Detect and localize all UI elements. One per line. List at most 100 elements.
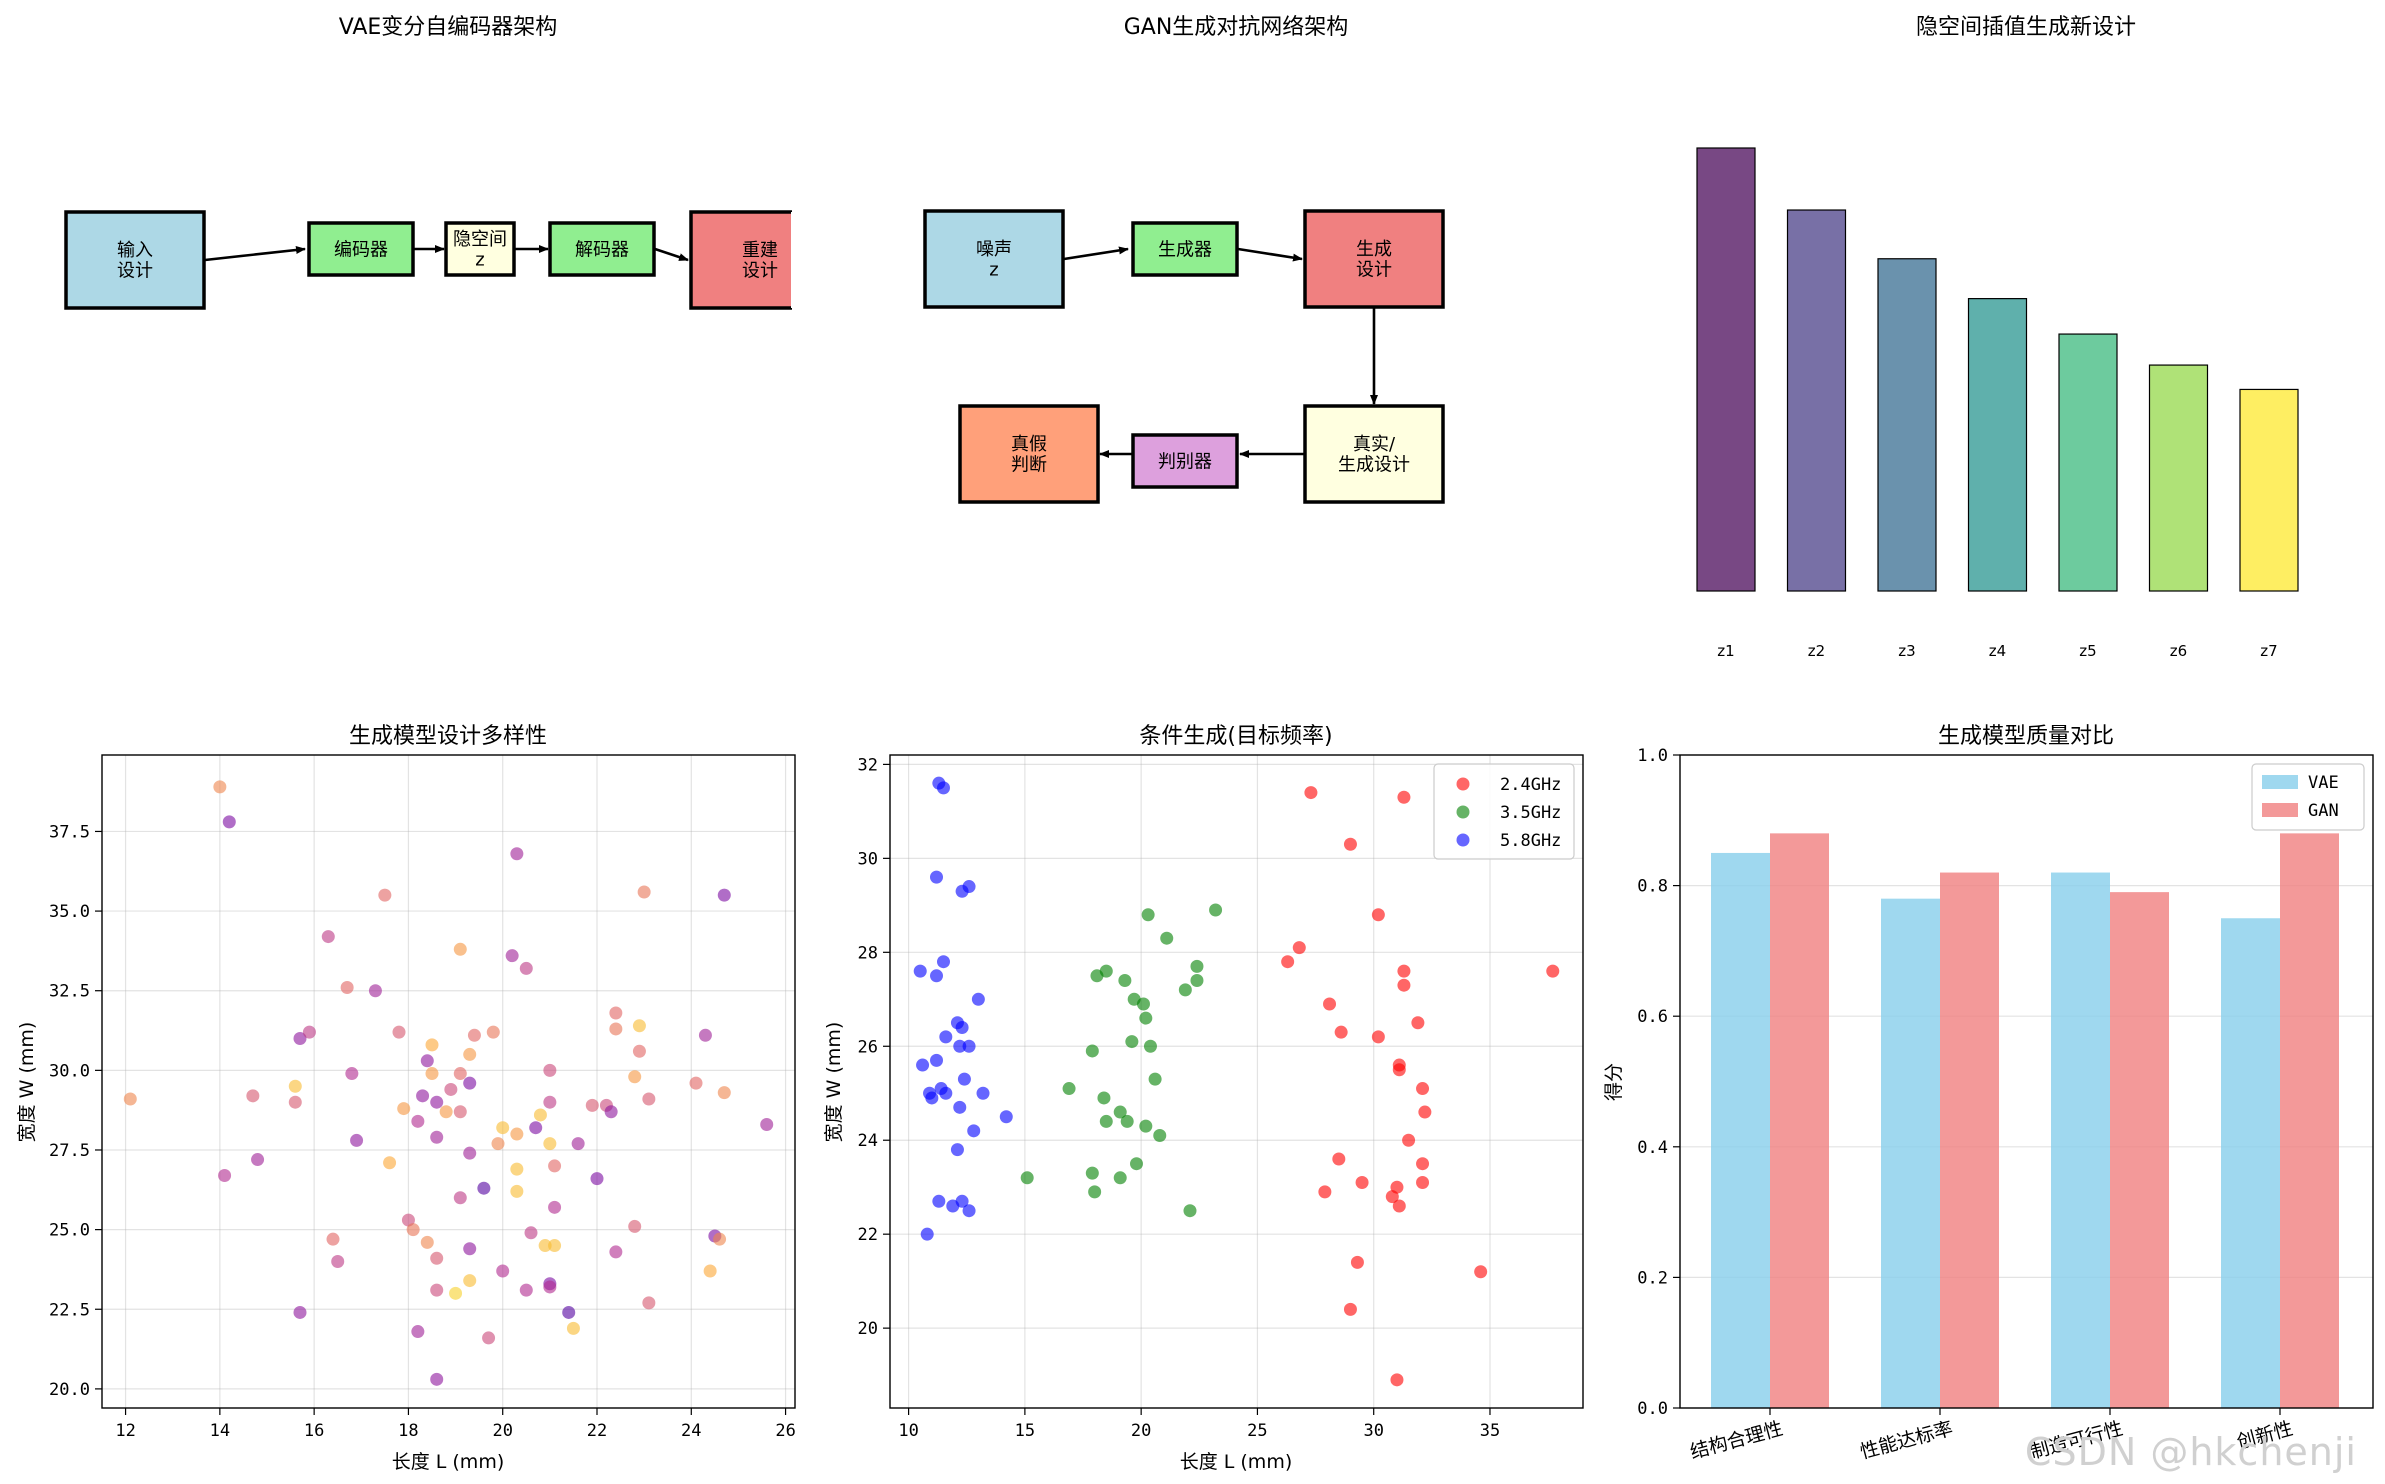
diversity-point bbox=[246, 1089, 260, 1103]
diversity-point bbox=[496, 1264, 510, 1278]
gan-judge-box-label: 真假判断 bbox=[1011, 434, 1047, 476]
conditional-xlabel: 长度 L (mm) bbox=[1180, 1451, 1293, 1473]
diversity-point bbox=[496, 1121, 510, 1135]
gan-generated-box-label: 生成设计 bbox=[1356, 239, 1392, 281]
diversity-xtick-label: 14 bbox=[210, 1421, 230, 1441]
diversity-point bbox=[760, 1118, 774, 1132]
diversity-point bbox=[453, 1191, 467, 1205]
vae-decoder-box-label: 解码器 bbox=[575, 239, 629, 260]
conditional-point-2.4GHz bbox=[1397, 978, 1411, 992]
diversity-xtick-label: 12 bbox=[115, 1421, 135, 1441]
vae-encoder-box-label: 编码器 bbox=[334, 239, 388, 260]
quality-category-label: 性能达标率 bbox=[1858, 1418, 1955, 1464]
conditional-point-5.8GHz bbox=[953, 1100, 967, 1114]
watermark: CSDN @hkchenji bbox=[2024, 1430, 2357, 1474]
conditional-point-5.8GHz bbox=[957, 1072, 971, 1086]
conditional-point-5.8GHz bbox=[916, 1058, 930, 1072]
diversity-point bbox=[321, 930, 335, 944]
conditional-point-3.5GHz bbox=[1139, 1119, 1153, 1133]
diversity-point bbox=[510, 1184, 524, 1198]
quality-legend-label: VAE bbox=[2308, 773, 2339, 793]
diversity-xtick-label: 22 bbox=[587, 1421, 607, 1441]
quality-bar-VAE bbox=[1711, 852, 1770, 1408]
diversity-point bbox=[529, 1121, 543, 1135]
gan-noise-box-label: 噪声 z bbox=[976, 239, 1012, 281]
conditional-point-2.4GHz bbox=[1304, 786, 1318, 800]
conditional-point-2.4GHz bbox=[1392, 1199, 1406, 1213]
conditional-legend-label: 3.5GHz bbox=[1500, 803, 1561, 823]
latent-bar-z2 bbox=[1786, 209, 1847, 592]
conditional-point-2.4GHz bbox=[1411, 1016, 1425, 1030]
conditional-xtick-label: 15 bbox=[1015, 1421, 1035, 1441]
diversity-point bbox=[425, 1038, 439, 1052]
conditional-legend-marker bbox=[1456, 833, 1470, 847]
diversity-point bbox=[444, 1082, 458, 1096]
conditional-point-5.8GHz bbox=[930, 969, 944, 983]
conditional-point-5.8GHz bbox=[939, 1086, 953, 1100]
diversity-chart: 生成模型设计多样性 12 14 16 18 20 22 24 26 20.0 22.5 25.0 27… bbox=[16, 724, 796, 1473]
diversity-ytick-label: 32.5 bbox=[49, 982, 90, 1002]
diversity-xtick-label: 16 bbox=[304, 1421, 324, 1441]
quality-bar-GAN bbox=[1770, 833, 1829, 1408]
conditional-ytick-label: 32 bbox=[858, 755, 878, 775]
vae-input-box bbox=[64, 210, 206, 310]
conditional-ytick-label: 22 bbox=[858, 1225, 878, 1245]
vae-latent-box bbox=[444, 221, 516, 277]
quality-bar-GAN bbox=[1940, 872, 1999, 1408]
conditional-point-5.8GHz bbox=[950, 1143, 964, 1157]
conditional-point-3.5GHz bbox=[1113, 1105, 1127, 1119]
latent-label-z5: z5 bbox=[2079, 642, 2096, 660]
diversity-point bbox=[628, 1070, 642, 1084]
conditional-xtick-label: 25 bbox=[1247, 1421, 1267, 1441]
conditional-point-3.5GHz bbox=[1136, 997, 1150, 1011]
diversity-point bbox=[331, 1254, 345, 1268]
latent-bars: z1 z2 z3 z4 z5 z6 z7 bbox=[1696, 147, 2299, 660]
conditional-point-3.5GHz bbox=[1130, 1157, 1144, 1171]
latent-panel: 隐空间插值生成新设计 z1 z2 z3 z4 z5 z6 z7 bbox=[1696, 15, 2299, 660]
diversity-point bbox=[548, 1159, 562, 1173]
diversity-point bbox=[538, 1239, 552, 1253]
diversity-point bbox=[392, 1025, 406, 1039]
conditional-point-3.5GHz bbox=[1183, 1204, 1197, 1218]
diversity-point bbox=[453, 1105, 467, 1119]
conditional-point-3.5GHz bbox=[1088, 1185, 1102, 1199]
latent-bar-z3 bbox=[1877, 258, 1937, 592]
conditional-ytick-label: 28 bbox=[858, 943, 878, 963]
diversity-point bbox=[222, 815, 236, 829]
diversity-point bbox=[293, 1031, 307, 1045]
vae-input-box-label: 输入设计 bbox=[117, 240, 153, 282]
conditional-xtick-label: 30 bbox=[1363, 1421, 1383, 1441]
diversity-xlabel: 长度 L (mm) bbox=[392, 1451, 505, 1473]
conditional-point-2.4GHz bbox=[1392, 1063, 1406, 1077]
diversity-xtick-label: 26 bbox=[775, 1421, 795, 1441]
conditional-xtick-label: 10 bbox=[898, 1421, 918, 1441]
vae-panel: VAE变分自编码器架构 输入设计 编码器 隐空间 z 解码器 重建设计 bbox=[64, 15, 852, 335]
vae-latent-box-label: 隐空间 z bbox=[453, 229, 507, 271]
diversity-point bbox=[585, 1098, 599, 1112]
conditional-point-3.5GHz bbox=[1160, 931, 1174, 945]
latent-label-z3: z3 bbox=[1898, 642, 1915, 660]
conditional-point-5.8GHz bbox=[920, 1227, 934, 1241]
conditional-plot: 10 15 20 25 30 35 20 22 24 26 28 30 32 2.4GHz 3.5GHz 5.… bbox=[858, 754, 1584, 1441]
conditional-point-2.4GHz bbox=[1474, 1265, 1488, 1279]
latent-bar-z4 bbox=[1967, 298, 2028, 592]
conditional-point-2.4GHz bbox=[1416, 1082, 1430, 1096]
conditional-point-5.8GHz bbox=[955, 884, 969, 898]
diversity-point bbox=[717, 888, 731, 902]
diversity-point bbox=[609, 1006, 623, 1020]
diversity-point bbox=[713, 1232, 727, 1246]
diversity-point bbox=[425, 1067, 439, 1081]
quality-ylabel: 得分 bbox=[1603, 1063, 1625, 1101]
diversity-point bbox=[566, 1321, 580, 1335]
diversity-point bbox=[505, 949, 519, 963]
quality-ytick-label: 0.4 bbox=[1637, 1138, 1668, 1158]
conditional-point-2.4GHz bbox=[1355, 1176, 1369, 1190]
conditional-point-3.5GHz bbox=[1118, 973, 1132, 987]
diversity-point bbox=[609, 1245, 623, 1259]
diversity-point bbox=[510, 1162, 524, 1176]
conditional-point-3.5GHz bbox=[1097, 1091, 1111, 1105]
conditional-point-2.4GHz bbox=[1292, 941, 1306, 955]
vae-arrow-1 bbox=[204, 246, 306, 262]
quality-bar-GAN bbox=[2280, 833, 2339, 1408]
